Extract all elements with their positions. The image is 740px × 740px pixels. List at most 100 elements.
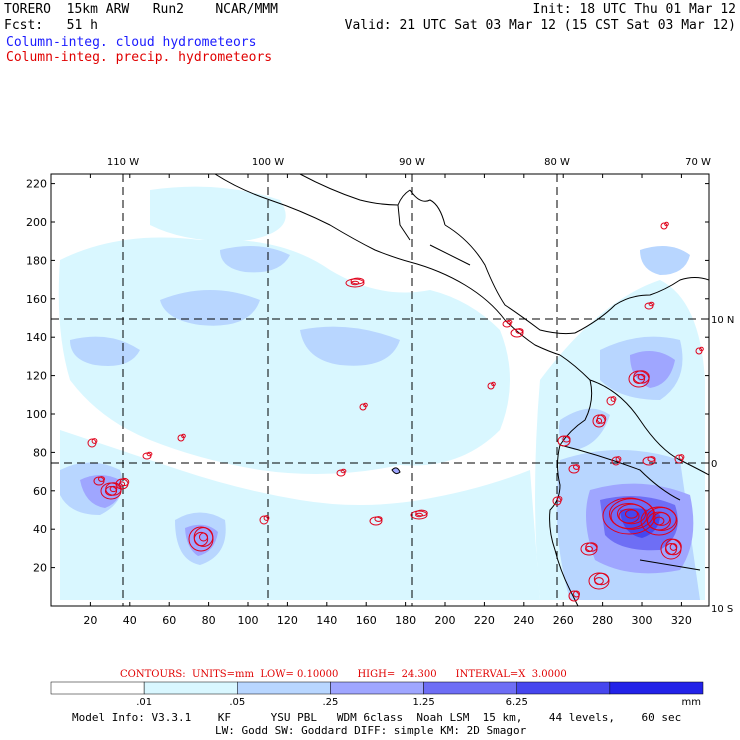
longitude-label: 100 W xyxy=(252,157,284,168)
precip-contour-ring xyxy=(647,511,671,531)
colorbar: .01 .05 .25 1.25 6.25 mm xyxy=(50,681,704,708)
precip-contour-ring xyxy=(193,531,209,547)
colorbar-segment xyxy=(516,681,611,695)
border-inland-2 xyxy=(559,444,681,501)
y-tick-label: 120 xyxy=(26,370,47,383)
longitude-label: 110 W xyxy=(107,157,139,168)
y-tick-label: 160 xyxy=(26,293,47,306)
island-galapagos xyxy=(391,467,401,475)
precip-contour-ring xyxy=(610,396,617,402)
precip-contour-ring xyxy=(573,590,580,598)
colorbar-segment xyxy=(237,681,331,695)
x-tick-label: 40 xyxy=(123,614,137,627)
border-inland-3 xyxy=(639,559,701,571)
axes: 20 40 60 80 100 120 140 160 180 200 220 240 260 280 30… xyxy=(26,157,734,627)
forecast-hour: Fcst: 51 h xyxy=(4,18,98,33)
x-tick-label: 300 xyxy=(632,614,653,627)
precip-contour-ring xyxy=(653,516,665,526)
shade-area xyxy=(630,351,675,388)
border-mexico-guatemala xyxy=(397,204,411,241)
precip-contour-ring xyxy=(652,512,671,526)
contour-info: CONTOURS: UNITS=mm LOW= 0.10000 HIGH= 24… xyxy=(120,669,567,680)
precip-contour-ring xyxy=(363,402,368,408)
coastline-yucatan xyxy=(409,189,446,226)
y-tick-label: 40 xyxy=(33,523,47,536)
precip-contour-ring xyxy=(374,516,383,522)
shade-area xyxy=(640,246,690,275)
precip-contour-ring xyxy=(637,373,646,381)
precip-contour-ring xyxy=(410,510,428,520)
colorbar-label: .01 xyxy=(136,697,152,708)
colorbar-label: .05 xyxy=(229,697,245,708)
graticule xyxy=(51,174,709,606)
plot-frame xyxy=(50,173,710,607)
precip-contour-ring xyxy=(199,532,208,542)
y-tick-label: 220 xyxy=(26,178,47,191)
colorbar-segment xyxy=(50,681,145,695)
precip-contour-ring xyxy=(573,464,580,470)
x-tick-label: 160 xyxy=(356,614,377,627)
coastline-mexico xyxy=(214,174,411,263)
precip-contour-ring xyxy=(98,476,105,482)
precip-contour-ring xyxy=(602,497,656,535)
precip-contour-ring xyxy=(588,572,610,590)
x-tick-label: 100 xyxy=(238,614,259,627)
longitude-label: 90 W xyxy=(399,157,425,168)
precip-contour-ring xyxy=(646,507,677,531)
latitude-label: 10 S xyxy=(711,604,733,615)
cloud-hydrometeor-shading xyxy=(58,186,705,600)
coastlines xyxy=(214,174,709,606)
precip-contour-ring xyxy=(415,512,423,518)
precip-contour-ring xyxy=(181,433,186,439)
border-inland xyxy=(589,379,709,476)
shade-area xyxy=(220,246,290,273)
precip-contour-ring xyxy=(678,454,685,460)
field-label-precip: Column-integ. precip. hydrometeors xyxy=(6,50,273,65)
x-tick-label: 200 xyxy=(435,614,456,627)
precip-contours xyxy=(87,221,704,602)
precip-contour-ring xyxy=(647,456,656,462)
precip-contour-ring xyxy=(350,280,360,286)
coastline-central-america-pacific xyxy=(409,261,561,356)
model-info: Model Info: V3.3.1 KF YSU PBL WDM 6class… xyxy=(72,711,682,724)
border-central-america xyxy=(429,244,471,266)
colorbar-segment xyxy=(609,681,704,695)
colorbar-segment xyxy=(330,681,424,695)
precip-contour-ring xyxy=(345,278,365,288)
precip-contour-ring xyxy=(118,481,126,487)
precip-contour-ring xyxy=(615,456,622,462)
x-tick-label: 80 xyxy=(202,614,216,627)
precip-contour-ring xyxy=(146,451,153,457)
precip-contour-ring xyxy=(91,438,98,444)
precip-contour-ring xyxy=(109,485,118,493)
precip-contour-ring xyxy=(625,509,638,519)
shade-area xyxy=(150,186,286,241)
x-tick-label: 240 xyxy=(513,614,534,627)
precip-contour-ring xyxy=(664,221,669,227)
coastline-colombia xyxy=(574,277,709,334)
x-tick-label: 280 xyxy=(592,614,613,627)
precip-contour-ring xyxy=(263,515,270,521)
x-tick-label: 220 xyxy=(474,614,495,627)
precip-contour-ring xyxy=(556,496,563,502)
field-label-cloud: Column-integ. cloud hydrometeors xyxy=(6,35,257,50)
latitude-label: 0 xyxy=(711,459,717,470)
precip-contour-ring xyxy=(594,577,604,585)
shade-area xyxy=(60,430,540,600)
coastline-gulf xyxy=(299,174,411,206)
y-tick-label: 180 xyxy=(26,254,47,267)
precip-contour-ring xyxy=(640,506,678,536)
y-tick-label: 20 xyxy=(33,562,47,575)
x-tick-label: 320 xyxy=(671,614,692,627)
precip-contour-ring xyxy=(669,543,678,551)
colorbar-unit: mm xyxy=(682,697,701,708)
precip-contour-ring xyxy=(618,508,640,524)
physics-info: LW: Godd SW: Goddard DIFF: simple KM: 2D… xyxy=(215,724,527,737)
shade-area xyxy=(160,290,260,326)
x-tick-label: 180 xyxy=(395,614,416,627)
model-title: TORERO 15km ARW Run2 NCAR/MMM xyxy=(4,2,278,17)
x-tick-label: 140 xyxy=(316,614,337,627)
precip-contour-ring xyxy=(585,545,593,553)
longitude-label: 80 W xyxy=(544,157,570,168)
